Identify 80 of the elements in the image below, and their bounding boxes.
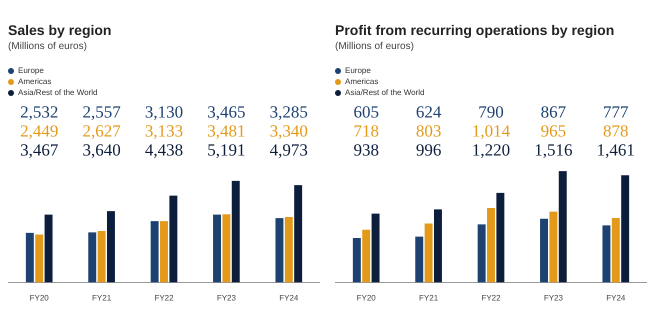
bar [540, 218, 548, 282]
data-label: 3,640 [82, 140, 121, 160]
x-tick-label: FY22 [154, 293, 174, 302]
legend-label: Americas [18, 77, 52, 86]
x-tick-label: FY23 [216, 293, 237, 302]
x-tick-label: FY22 [481, 293, 502, 302]
legend-label: Europe [345, 66, 371, 75]
bar [35, 234, 44, 282]
bar [284, 217, 293, 282]
bar [44, 214, 53, 282]
legend-label: Asia/Rest of the World [18, 88, 98, 97]
data-label: 1,516 [534, 140, 573, 160]
bar [98, 231, 106, 282]
data-label: 1,461 [596, 140, 635, 160]
x-tick-label: FY20 [356, 293, 376, 302]
data-label: 803 [416, 121, 442, 140]
bar [106, 211, 115, 282]
x-tick-label: FY24 [279, 293, 299, 302]
bar [549, 212, 558, 282]
data-label: 3,467 [20, 140, 59, 160]
data-label: 867 [540, 102, 567, 122]
bar [222, 214, 230, 282]
bar [150, 221, 159, 282]
x-tick-label: FY24 [606, 293, 626, 302]
x-tick-label: FY21 [419, 293, 439, 302]
bar [232, 180, 240, 282]
bar [372, 214, 380, 282]
data-label: 965 [540, 121, 566, 140]
bar [424, 223, 433, 282]
bar [496, 192, 504, 282]
bar [169, 196, 178, 282]
chart-subtitle: (Millions of euros) [8, 41, 88, 52]
chart-title: Sales by region [8, 22, 112, 38]
data-label: 3,465 [207, 102, 246, 122]
bar [602, 225, 610, 282]
bar [558, 171, 567, 282]
legend-label: Americas [345, 77, 378, 86]
bar [352, 238, 361, 282]
data-label: 1,220 [472, 140, 510, 160]
data-label: 2,449 [20, 121, 58, 140]
bar [213, 214, 222, 282]
bar [478, 224, 486, 282]
data-label: 605 [353, 102, 379, 122]
data-label: 3,481 [207, 121, 246, 140]
bar [26, 232, 34, 282]
legend-label: Asia/Rest of the World [345, 88, 424, 97]
data-label: 624 [416, 102, 442, 122]
data-label: 790 [478, 102, 504, 122]
data-label: 718 [353, 121, 379, 140]
bar [612, 218, 620, 282]
data-label: 3,285 [270, 102, 308, 122]
bar [160, 221, 168, 282]
bar [88, 232, 96, 282]
data-label: 3,133 [144, 121, 184, 140]
data-label: 3,340 [270, 121, 308, 140]
data-label: 2,627 [82, 121, 122, 140]
bar [487, 208, 495, 282]
bar [621, 175, 630, 282]
bar [415, 236, 424, 282]
chart-subtitle: (Millions of euros) [335, 41, 415, 52]
bar [294, 185, 302, 282]
data-label: 4,438 [144, 140, 184, 160]
x-tick-label: FY20 [30, 293, 50, 302]
data-label: 2,532 [20, 102, 58, 122]
bar [434, 209, 442, 282]
bar [362, 230, 370, 282]
legend-label: Europe [18, 66, 44, 75]
data-label: 938 [353, 140, 379, 160]
data-label: 2,557 [82, 102, 122, 122]
data-label: 996 [416, 140, 442, 160]
data-label: 1,014 [472, 121, 511, 140]
data-label: 4,973 [270, 140, 308, 160]
data-label: 878 [603, 121, 629, 140]
chart-title: Profit from recurring operations by region [335, 22, 616, 38]
data-label: 3,130 [144, 102, 184, 122]
bar [275, 218, 284, 282]
data-label: 777 [603, 102, 630, 122]
x-tick-label: FY23 [544, 293, 564, 302]
data-label: 5,191 [207, 140, 246, 160]
x-tick-label: FY21 [92, 293, 112, 302]
